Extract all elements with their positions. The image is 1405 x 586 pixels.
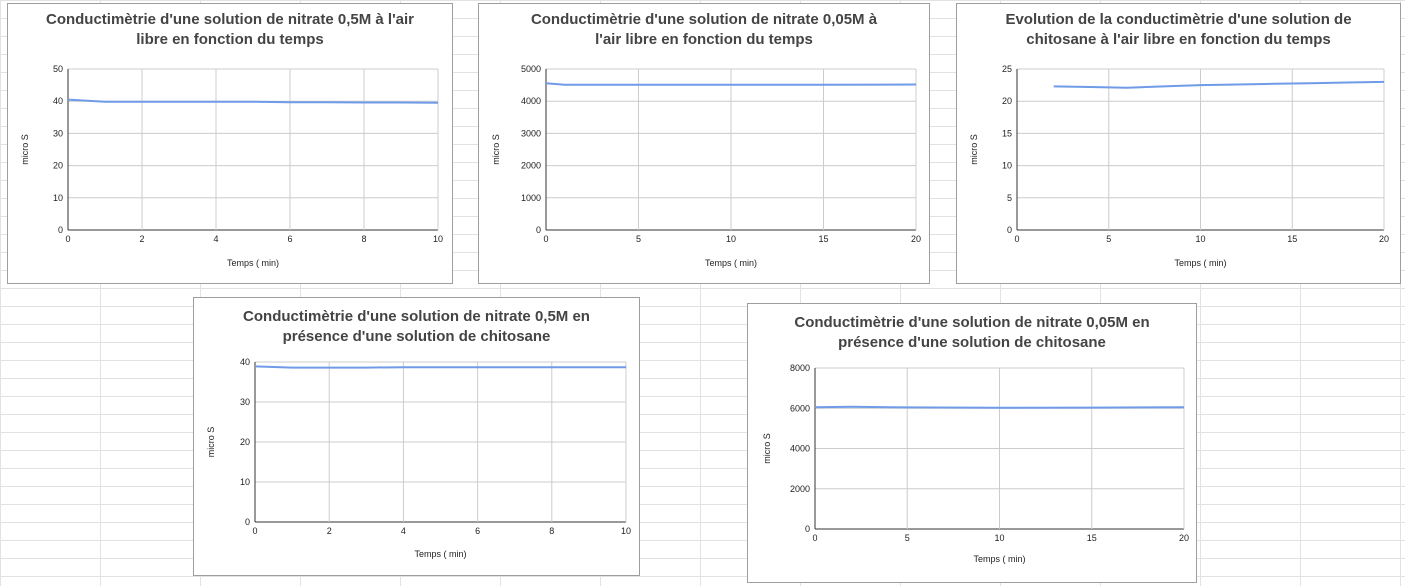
- series-line: [1053, 80, 1385, 89]
- y-tick-label: 20: [53, 161, 63, 171]
- y-axis-label: micro S: [206, 427, 216, 458]
- chart-nitrate-005m-air: Conductimètrie d'une solution de nitrate…: [478, 3, 930, 284]
- y-axis-label: micro S: [762, 433, 772, 464]
- y-axis-label: micro S: [491, 134, 501, 165]
- chart-title: présence d'une solution de chitosane: [283, 328, 551, 345]
- x-tick-label: 2: [139, 234, 144, 244]
- x-tick-label: 6: [287, 234, 292, 244]
- y-tick-label: 15: [1002, 128, 1012, 138]
- y-tick-label: 2000: [521, 161, 541, 171]
- y-tick-label: 0: [58, 225, 63, 235]
- chart-title: Conductimètrie d'une solution de nitrate…: [46, 11, 414, 28]
- x-tick-label: 8: [549, 526, 554, 536]
- chart-title: libre en fonction du temps: [136, 31, 324, 48]
- chart-title: Evolution de la conductimètrie d'une sol…: [1005, 11, 1351, 28]
- x-tick-label: 4: [401, 526, 406, 536]
- y-tick-label: 25: [1002, 64, 1012, 74]
- y-tick-label: 5000: [521, 64, 541, 74]
- y-tick-label: 4000: [790, 444, 810, 454]
- chart-svg: Conductimètrie d'une solution de nitrate…: [491, 11, 921, 268]
- y-tick-label: 5: [1007, 193, 1012, 203]
- x-tick-label: 5: [1106, 234, 1111, 244]
- x-tick-label: 15: [1087, 533, 1097, 543]
- x-tick-label: 15: [1287, 234, 1297, 244]
- y-tick-label: 10: [1002, 161, 1012, 171]
- x-tick-label: 0: [65, 234, 70, 244]
- y-tick-label: 30: [53, 128, 63, 138]
- x-tick-label: 0: [812, 533, 817, 543]
- y-tick-label: 10: [53, 193, 63, 203]
- x-tick-label: 20: [911, 234, 921, 244]
- x-tick-label: 4: [213, 234, 218, 244]
- chart-svg: Evolution de la conductimètrie d'une sol…: [969, 11, 1389, 268]
- y-tick-label: 3000: [521, 128, 541, 138]
- x-tick-label: 10: [433, 234, 443, 244]
- x-axis-label: Temps ( min): [705, 258, 757, 268]
- y-tick-label: 0: [245, 517, 250, 527]
- series-line: [67, 98, 439, 104]
- x-tick-label: 8: [361, 234, 366, 244]
- x-axis-label: Temps ( min): [227, 258, 279, 268]
- chart-nitrate-05m-chitosane: Conductimètrie d'une solution de nitrate…: [193, 297, 640, 576]
- x-tick-label: 10: [1195, 234, 1205, 244]
- x-tick-label: 20: [1379, 234, 1389, 244]
- x-tick-label: 10: [726, 234, 736, 244]
- x-tick-label: 5: [636, 234, 641, 244]
- series-line: [254, 365, 626, 369]
- x-tick-label: 6: [475, 526, 480, 536]
- chart-svg: Conductimètrie d'une solution de nitrate…: [762, 314, 1189, 564]
- x-tick-label: 0: [1014, 234, 1019, 244]
- y-tick-label: 0: [1007, 225, 1012, 235]
- x-tick-label: 20: [1179, 533, 1189, 543]
- y-axis-label: micro S: [969, 134, 979, 165]
- y-axis-label: micro S: [20, 134, 30, 165]
- y-tick-label: 0: [805, 524, 810, 534]
- x-tick-label: 5: [905, 533, 910, 543]
- y-tick-label: 20: [240, 437, 250, 447]
- x-axis-label: Temps ( min): [1174, 258, 1226, 268]
- series-line: [545, 82, 917, 86]
- chart-svg: Conductimètrie d'une solution de nitrate…: [20, 11, 443, 268]
- x-tick-label: 10: [994, 533, 1004, 543]
- chart-title: Conductimètrie d'une solution de nitrate…: [531, 11, 878, 28]
- chart-title: l'air libre en fonction du temps: [595, 31, 813, 48]
- y-tick-label: 40: [53, 96, 63, 106]
- y-tick-label: 4000: [521, 96, 541, 106]
- chart-title: Conductimètrie d'une solution de nitrate…: [243, 308, 590, 325]
- y-tick-label: 2000: [790, 484, 810, 494]
- y-tick-label: 1000: [521, 193, 541, 203]
- x-tick-label: 2: [327, 526, 332, 536]
- chart-nitrate-05m-air: Conductimètrie d'une solution de nitrate…: [7, 3, 453, 284]
- chart-svg: Conductimètrie d'une solution de nitrate…: [206, 308, 631, 559]
- y-tick-label: 10: [240, 477, 250, 487]
- chart-nitrate-005m-chitosane: Conductimètrie d'une solution de nitrate…: [747, 303, 1197, 583]
- x-axis-label: Temps ( min): [973, 554, 1025, 564]
- x-tick-label: 15: [818, 234, 828, 244]
- series-line: [814, 405, 1185, 409]
- chart-chitosane-air: Evolution de la conductimètrie d'une sol…: [956, 3, 1401, 284]
- y-tick-label: 0: [536, 225, 541, 235]
- x-tick-label: 10: [621, 526, 631, 536]
- chart-title: chitosane à l'air libre en fonction du t…: [1026, 31, 1330, 48]
- y-tick-label: 20: [1002, 96, 1012, 106]
- x-tick-label: 0: [252, 526, 257, 536]
- y-tick-label: 8000: [790, 363, 810, 373]
- x-axis-label: Temps ( min): [414, 549, 466, 559]
- y-tick-label: 30: [240, 397, 250, 407]
- y-tick-label: 50: [53, 64, 63, 74]
- x-tick-label: 0: [543, 234, 548, 244]
- chart-title: Conductimètrie d'une solution de nitrate…: [794, 314, 1149, 331]
- chart-title: présence d'une solution de chitosane: [838, 334, 1106, 351]
- y-tick-label: 40: [240, 357, 250, 367]
- y-tick-label: 6000: [790, 403, 810, 413]
